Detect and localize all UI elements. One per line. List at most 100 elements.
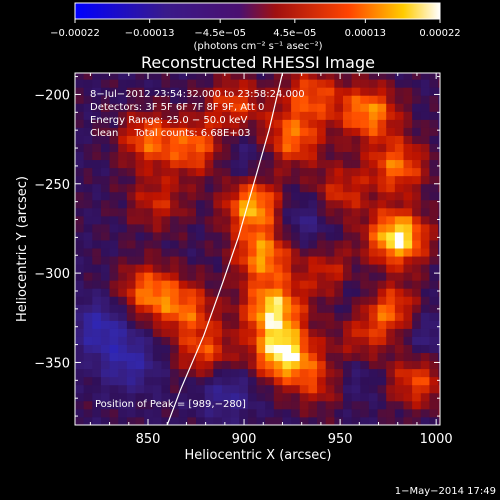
heatmap-pixel [308,111,318,120]
heatmap-pixel [75,183,85,193]
heatmap-pixel [394,119,404,128]
heatmap-pixel [144,264,154,273]
heatmap-pixel [325,416,335,425]
heatmap-pixel [100,119,110,128]
heatmap-pixel [429,336,439,345]
heatmap-pixel [178,312,188,321]
heatmap-pixel [144,408,154,418]
heatmap-pixel [75,408,85,418]
heatmap-pixel [394,280,404,289]
heatmap-pixel [317,288,327,297]
heatmap-pixel [265,73,275,80]
heatmap-pixel [161,320,171,329]
heatmap-pixel [230,376,240,386]
heatmap-pixel [187,127,197,136]
heatmap-pixel [170,79,180,88]
heatmap-pixel [377,175,387,185]
heatmap-pixel [204,408,214,418]
heatmap-pixel [230,320,240,329]
heatmap-pixel [265,248,275,257]
heatmap-pixel [325,272,335,281]
heatmap-pixel [403,296,413,305]
heatmap-pixel [161,352,171,362]
heatmap-pixel [394,143,404,153]
heatmap-pixel [161,135,171,144]
heatmap-pixel [342,119,353,128]
heatmap-pixel [144,392,154,402]
heatmap-pixel [213,344,223,354]
heatmap-pixel [360,352,370,362]
heatmap-pixel [230,127,240,136]
heatmap-pixel [351,183,361,193]
heatmap-pixel [100,408,110,418]
heatmap-pixel [239,336,249,345]
heatmap-pixel [109,232,119,241]
heatmap-pixel [230,296,240,305]
heatmap-pixel [394,199,404,209]
heatmap-pixel [325,320,335,329]
heatmap-pixel [308,344,318,354]
heatmap-pixel [377,384,387,394]
heatmap-pixel [126,135,136,144]
heatmap-pixel [135,135,145,144]
heatmap-pixel [317,191,327,201]
heatmap-pixel [178,111,188,120]
heatmap-pixel [161,73,171,80]
heatmap-pixel [317,223,327,233]
heatmap-pixel [299,384,309,394]
heatmap-pixel [334,416,344,425]
heatmap-pixel [247,352,257,362]
heatmap-pixel [368,280,378,289]
heatmap-pixel [351,127,361,136]
heatmap-pixel [126,272,136,281]
heatmap-pixel [412,304,422,313]
heatmap-pixel [412,256,422,265]
heatmap-pixel [394,352,404,362]
heatmap-pixel [377,111,387,120]
heatmap-pixel [394,240,404,249]
heatmap-pixel [273,103,283,112]
heatmap-pixel [83,320,93,329]
heatmap-pixel [152,135,162,144]
heatmap-pixel [368,79,378,88]
heatmap-pixel [299,240,309,249]
heatmap-pixel [75,376,85,386]
heatmap-pixel [75,360,85,370]
heatmap-pixel [360,336,370,345]
heatmap-pixel [178,328,188,337]
heatmap-pixel [170,223,180,233]
heatmap-pixel [282,304,292,313]
heatmap-pixel [360,95,370,104]
heatmap-pixel [92,95,102,104]
heatmap-pixel [412,352,422,362]
heatmap-pixel [273,127,283,136]
heatmap-pixel [256,384,266,394]
heatmap-pixel [221,183,231,193]
colorbar-tick-label: −0.00022 [50,28,100,39]
heatmap-pixel [368,392,378,402]
heatmap-pixel [118,151,128,161]
heatmap-pixel [368,272,378,281]
heatmap-pixel [273,79,283,88]
heatmap-pixel [135,376,145,386]
heatmap-pixel [161,296,171,305]
heatmap-pixel [403,360,413,370]
heatmap-pixel [342,151,353,161]
heatmap-pixel [92,344,102,354]
heatmap-pixel [368,119,378,128]
heatmap-pixel [299,304,309,313]
heatmap-pixel [291,328,301,337]
heatmap-pixel [109,272,119,281]
heatmap-pixel [75,232,85,241]
heatmap-pixel [351,223,361,233]
y-tick-label: −250 [34,178,70,193]
heatmap-pixel [273,159,283,169]
heatmap-pixel [386,288,396,297]
heatmap-pixel [282,272,292,281]
heatmap-pixel [126,215,136,225]
heatmap-pixel [386,223,396,233]
heatmap-pixel [126,159,136,169]
heatmap-pixel [144,368,154,378]
heatmap-pixel [308,223,318,233]
heatmap-pixel [265,199,275,209]
